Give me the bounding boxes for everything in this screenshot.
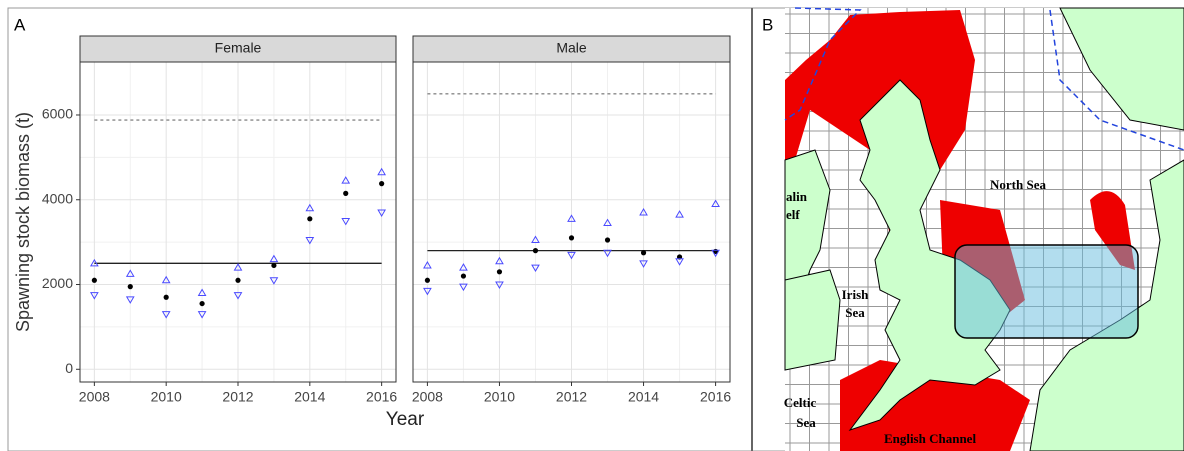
upper-bound (639, 207, 648, 216)
lower-bound (711, 249, 720, 258)
x-tick-label: 2016 (700, 389, 731, 405)
lower-bound (341, 217, 351, 226)
point (640, 250, 647, 256)
upper-bound (341, 176, 351, 184)
x-axis-label: Year (386, 409, 425, 430)
lower-bound (531, 264, 540, 273)
lower-bound (675, 258, 684, 266)
map: North Sea Irish Sea Celtic Sea English C… (756, 7, 1184, 451)
upper-bound (269, 254, 279, 263)
point (127, 284, 133, 290)
upper-bound (459, 263, 468, 271)
y-tick-label: 6000 (42, 106, 73, 122)
point (424, 277, 431, 283)
x-tick-label: 2010 (151, 389, 182, 405)
x-tick-label: 2014 (628, 389, 659, 405)
lower-bound (377, 209, 387, 217)
x-tick-label: 2012 (222, 389, 253, 405)
point (532, 248, 539, 254)
x-tick-label: 2016 (366, 389, 397, 405)
upper-bound (567, 214, 576, 222)
lower-bound (89, 292, 99, 300)
lower-bound (495, 281, 504, 290)
point (343, 190, 349, 196)
x-tick-label: 2014 (294, 389, 325, 405)
y-tick-label: 2000 (42, 275, 73, 291)
upper-bound (711, 199, 720, 207)
point (235, 277, 241, 283)
upper-bound (305, 203, 315, 212)
lower-bound (269, 277, 279, 285)
lower-bound (197, 311, 207, 319)
upper-bound (603, 218, 612, 227)
lower-bound (603, 249, 612, 258)
point (271, 262, 277, 269)
x-tick-label: 2010 (484, 389, 515, 405)
lower-bound (233, 292, 243, 300)
place-label: elf (786, 207, 800, 222)
charts: Female 0 2000 4000 6000 2008 2010 2012 2014 2016 M… (42, 35, 731, 405)
place-label: alin (786, 189, 808, 204)
lower-bound (459, 283, 468, 292)
x-tick-label: 2008 (412, 389, 443, 405)
y-tick-label: 4000 (42, 190, 73, 206)
norway (1059, 7, 1184, 131)
panel-label: B (762, 15, 773, 34)
panel-label: A (14, 15, 26, 34)
y-axis-label: Spawning stock biomass (t) (13, 112, 33, 332)
panel-border (412, 61, 731, 383)
point (199, 300, 205, 307)
facet-strip (412, 35, 731, 63)
upper-bound (89, 258, 99, 267)
place-label: Irish (842, 287, 870, 302)
ireland (784, 269, 841, 371)
point (568, 235, 575, 241)
upper-bound (377, 167, 387, 176)
place-label: Sea (845, 305, 865, 320)
great-britain (848, 79, 1011, 431)
x-tick-label: 2012 (556, 389, 587, 405)
point (91, 277, 97, 283)
study-area (954, 244, 1139, 339)
place-label: North Sea (990, 177, 1046, 192)
upper-bound (675, 210, 684, 218)
point (307, 216, 313, 222)
upper-bound (233, 263, 243, 271)
lower-bound (639, 260, 648, 268)
panel-border (79, 61, 397, 383)
place-label: Sea (796, 415, 816, 430)
point (460, 273, 467, 279)
facet-strip (79, 35, 397, 63)
point (496, 269, 503, 275)
x-tick-label: 2008 (79, 389, 110, 405)
upper-bound (161, 275, 171, 284)
label-bg (756, 12, 784, 38)
lower-bound (567, 251, 576, 260)
upper-bound (197, 288, 207, 296)
lower-bound (305, 237, 315, 245)
point (163, 294, 169, 300)
upper-bound (423, 260, 432, 269)
place-label: English Channel (884, 431, 977, 446)
boundary (784, 7, 1184, 151)
facet-title: Female (215, 40, 262, 56)
facet-title: Male (556, 40, 587, 56)
y-tick-label: 0 (65, 360, 73, 376)
upper-bound (125, 269, 135, 277)
upper-bound (531, 235, 540, 244)
point (604, 237, 611, 243)
lower-bound (423, 287, 432, 296)
point (379, 181, 385, 187)
continent (1029, 159, 1184, 451)
place-label: Celtic (784, 395, 817, 410)
lower-bound (161, 311, 171, 319)
lower-bound (125, 296, 135, 304)
upper-bound (495, 256, 504, 265)
